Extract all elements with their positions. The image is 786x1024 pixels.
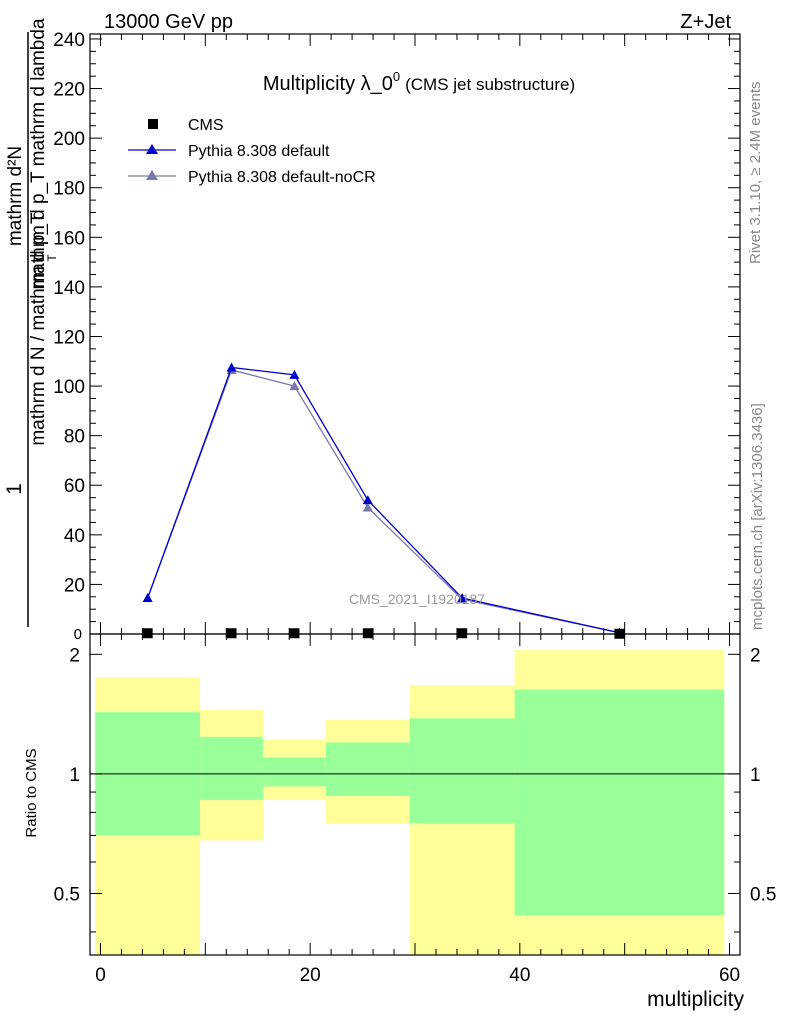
ratio-xtick-label: 20 xyxy=(300,965,321,986)
ylabel-den: mathrm d p_T mathrm d lambda xyxy=(28,18,49,289)
ratio-band-inner-1 xyxy=(200,736,263,800)
legend-marker-default xyxy=(146,144,158,154)
cms-data-point xyxy=(362,628,373,639)
title-main: Multiplicity λ_0 xyxy=(263,73,393,95)
ylabel-num: mathrm d²N xyxy=(5,146,26,246)
main-ytick-label: 180 xyxy=(53,179,85,200)
main-ytick-label: 120 xyxy=(53,327,85,348)
ratio-ytick-label-right: 0.5 xyxy=(750,884,776,905)
series-point-default xyxy=(142,593,153,603)
main-ytick-label: 200 xyxy=(53,129,85,150)
ratio-xtick-label: 60 xyxy=(719,965,740,986)
main-ytick-label: 100 xyxy=(53,377,85,398)
series-point-default xyxy=(362,495,373,505)
main-ytick-label: 20 xyxy=(64,575,85,596)
legend-marker-nocr xyxy=(146,170,158,180)
main-title: Multiplicity λ_00 (CMS jet substructure) xyxy=(263,69,575,95)
main-ytick-label: 40 xyxy=(64,526,85,547)
cms-data-point xyxy=(289,628,300,639)
ratio-xtick-label: 0 xyxy=(95,965,106,986)
ratio-band-inner-5 xyxy=(514,689,725,916)
series-line-default xyxy=(147,366,620,634)
rivet-label: Rivet 3.1.10, ≥ 2.4M events xyxy=(747,82,764,265)
ratio-ytick-label-right: 2 xyxy=(750,645,761,666)
watermark: CMS_2021_I1920187 xyxy=(349,591,485,607)
ratio-ytick-label-left: 1 xyxy=(69,765,80,786)
ylabel-sub: T xyxy=(45,254,59,262)
legend-marker-cms xyxy=(148,119,158,129)
main-ytick-label: 140 xyxy=(53,278,85,299)
legend-label-default: Pythia 8.308 default xyxy=(188,143,330,160)
main-ytick-label: 160 xyxy=(53,228,85,249)
cms-data-point xyxy=(226,628,237,639)
ratio-panel: 0 20 40 60 0.5 0.5 1 1 2 2 xyxy=(54,633,776,986)
title-sup: 0 xyxy=(393,69,400,84)
legend: CMS Pythia 8.308 default Pythia 8.308 de… xyxy=(128,117,376,186)
main-ytick-label: 240 xyxy=(53,30,85,51)
ratio-band-inner-4 xyxy=(409,718,515,824)
x-axis-label: multiplicity xyxy=(647,988,744,1011)
series-point-default xyxy=(457,593,468,603)
main-ylabel: 1 mathrm d N / mathrm d p_T T mathrm d²N… xyxy=(3,18,59,627)
header-left: 13000 GeV pp xyxy=(104,11,233,33)
main-ytick-label: 60 xyxy=(64,476,85,497)
main-ytick-label: 80 xyxy=(64,427,85,448)
series-point-default xyxy=(226,362,237,372)
series-point-nocr xyxy=(289,381,300,391)
series-point-default xyxy=(289,369,300,379)
ylabel-pre-num: 1 xyxy=(3,483,26,495)
mcplots-label: mcplots.cern.ch [arXiv:1306.3436] xyxy=(749,403,766,630)
ylabel-pre-den: mathrm d N / mathrm d p_T xyxy=(28,212,49,446)
series-line-nocr xyxy=(147,369,620,634)
ratio-ytick-label-left: 0.5 xyxy=(54,884,80,905)
ratio-band-inner-3 xyxy=(325,742,410,796)
ratio-ytick-label-right: 1 xyxy=(750,765,761,786)
main-ytick-label: 220 xyxy=(53,80,85,101)
main-ytick-label-zero: 0 xyxy=(74,626,82,643)
ratio-band-inner-2 xyxy=(262,757,326,787)
header-right: Z+Jet xyxy=(680,11,731,33)
ratio-xtick-label: 40 xyxy=(509,965,530,986)
cms-data-point xyxy=(457,628,468,639)
series-point-nocr xyxy=(362,502,373,512)
legend-label-nocr: Pythia 8.308 default-noCR xyxy=(188,169,376,186)
title-note: (CMS jet substructure) xyxy=(405,75,575,94)
ratio-ylabel: Ratio to CMS xyxy=(23,748,40,837)
ratio-ytick-label-left: 2 xyxy=(69,645,80,666)
legend-label-cms: CMS xyxy=(188,117,224,134)
cms-data-point xyxy=(142,628,153,639)
